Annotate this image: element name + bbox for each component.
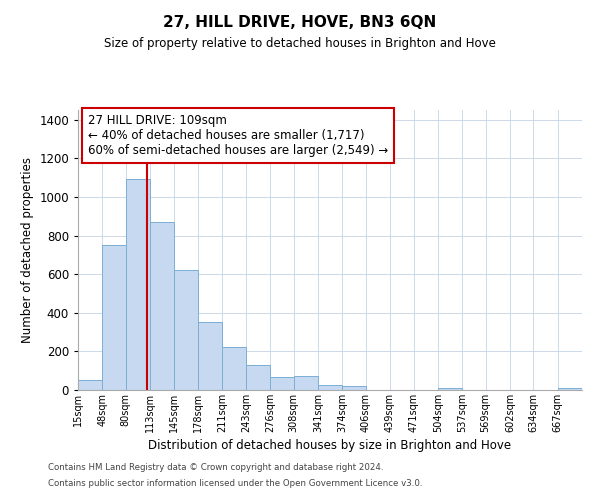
Bar: [318, 385, 342, 390]
Text: Size of property relative to detached houses in Brighton and Hove: Size of property relative to detached ho…: [104, 38, 496, 51]
Bar: [270, 378, 293, 390]
Bar: [126, 178, 150, 390]
X-axis label: Distribution of detached houses by size in Brighton and Hove: Distribution of detached houses by size …: [148, 439, 512, 452]
Bar: [293, 376, 318, 390]
Text: Contains public sector information licensed under the Open Government Licence v3: Contains public sector information licen…: [48, 478, 422, 488]
Bar: [246, 365, 270, 390]
Text: 27, HILL DRIVE, HOVE, BN3 6QN: 27, HILL DRIVE, HOVE, BN3 6QN: [163, 15, 437, 30]
Bar: [102, 245, 126, 390]
Y-axis label: Number of detached properties: Number of detached properties: [20, 157, 34, 343]
Bar: [438, 388, 462, 390]
Bar: [198, 322, 222, 390]
Bar: [150, 222, 173, 390]
Bar: [558, 388, 582, 390]
Bar: [222, 346, 246, 390]
Bar: [173, 270, 198, 390]
Bar: [78, 380, 102, 390]
Text: 27 HILL DRIVE: 109sqm
← 40% of detached houses are smaller (1,717)
60% of semi-d: 27 HILL DRIVE: 109sqm ← 40% of detached …: [88, 114, 388, 157]
Bar: [342, 386, 365, 390]
Text: Contains HM Land Registry data © Crown copyright and database right 2024.: Contains HM Land Registry data © Crown c…: [48, 464, 383, 472]
